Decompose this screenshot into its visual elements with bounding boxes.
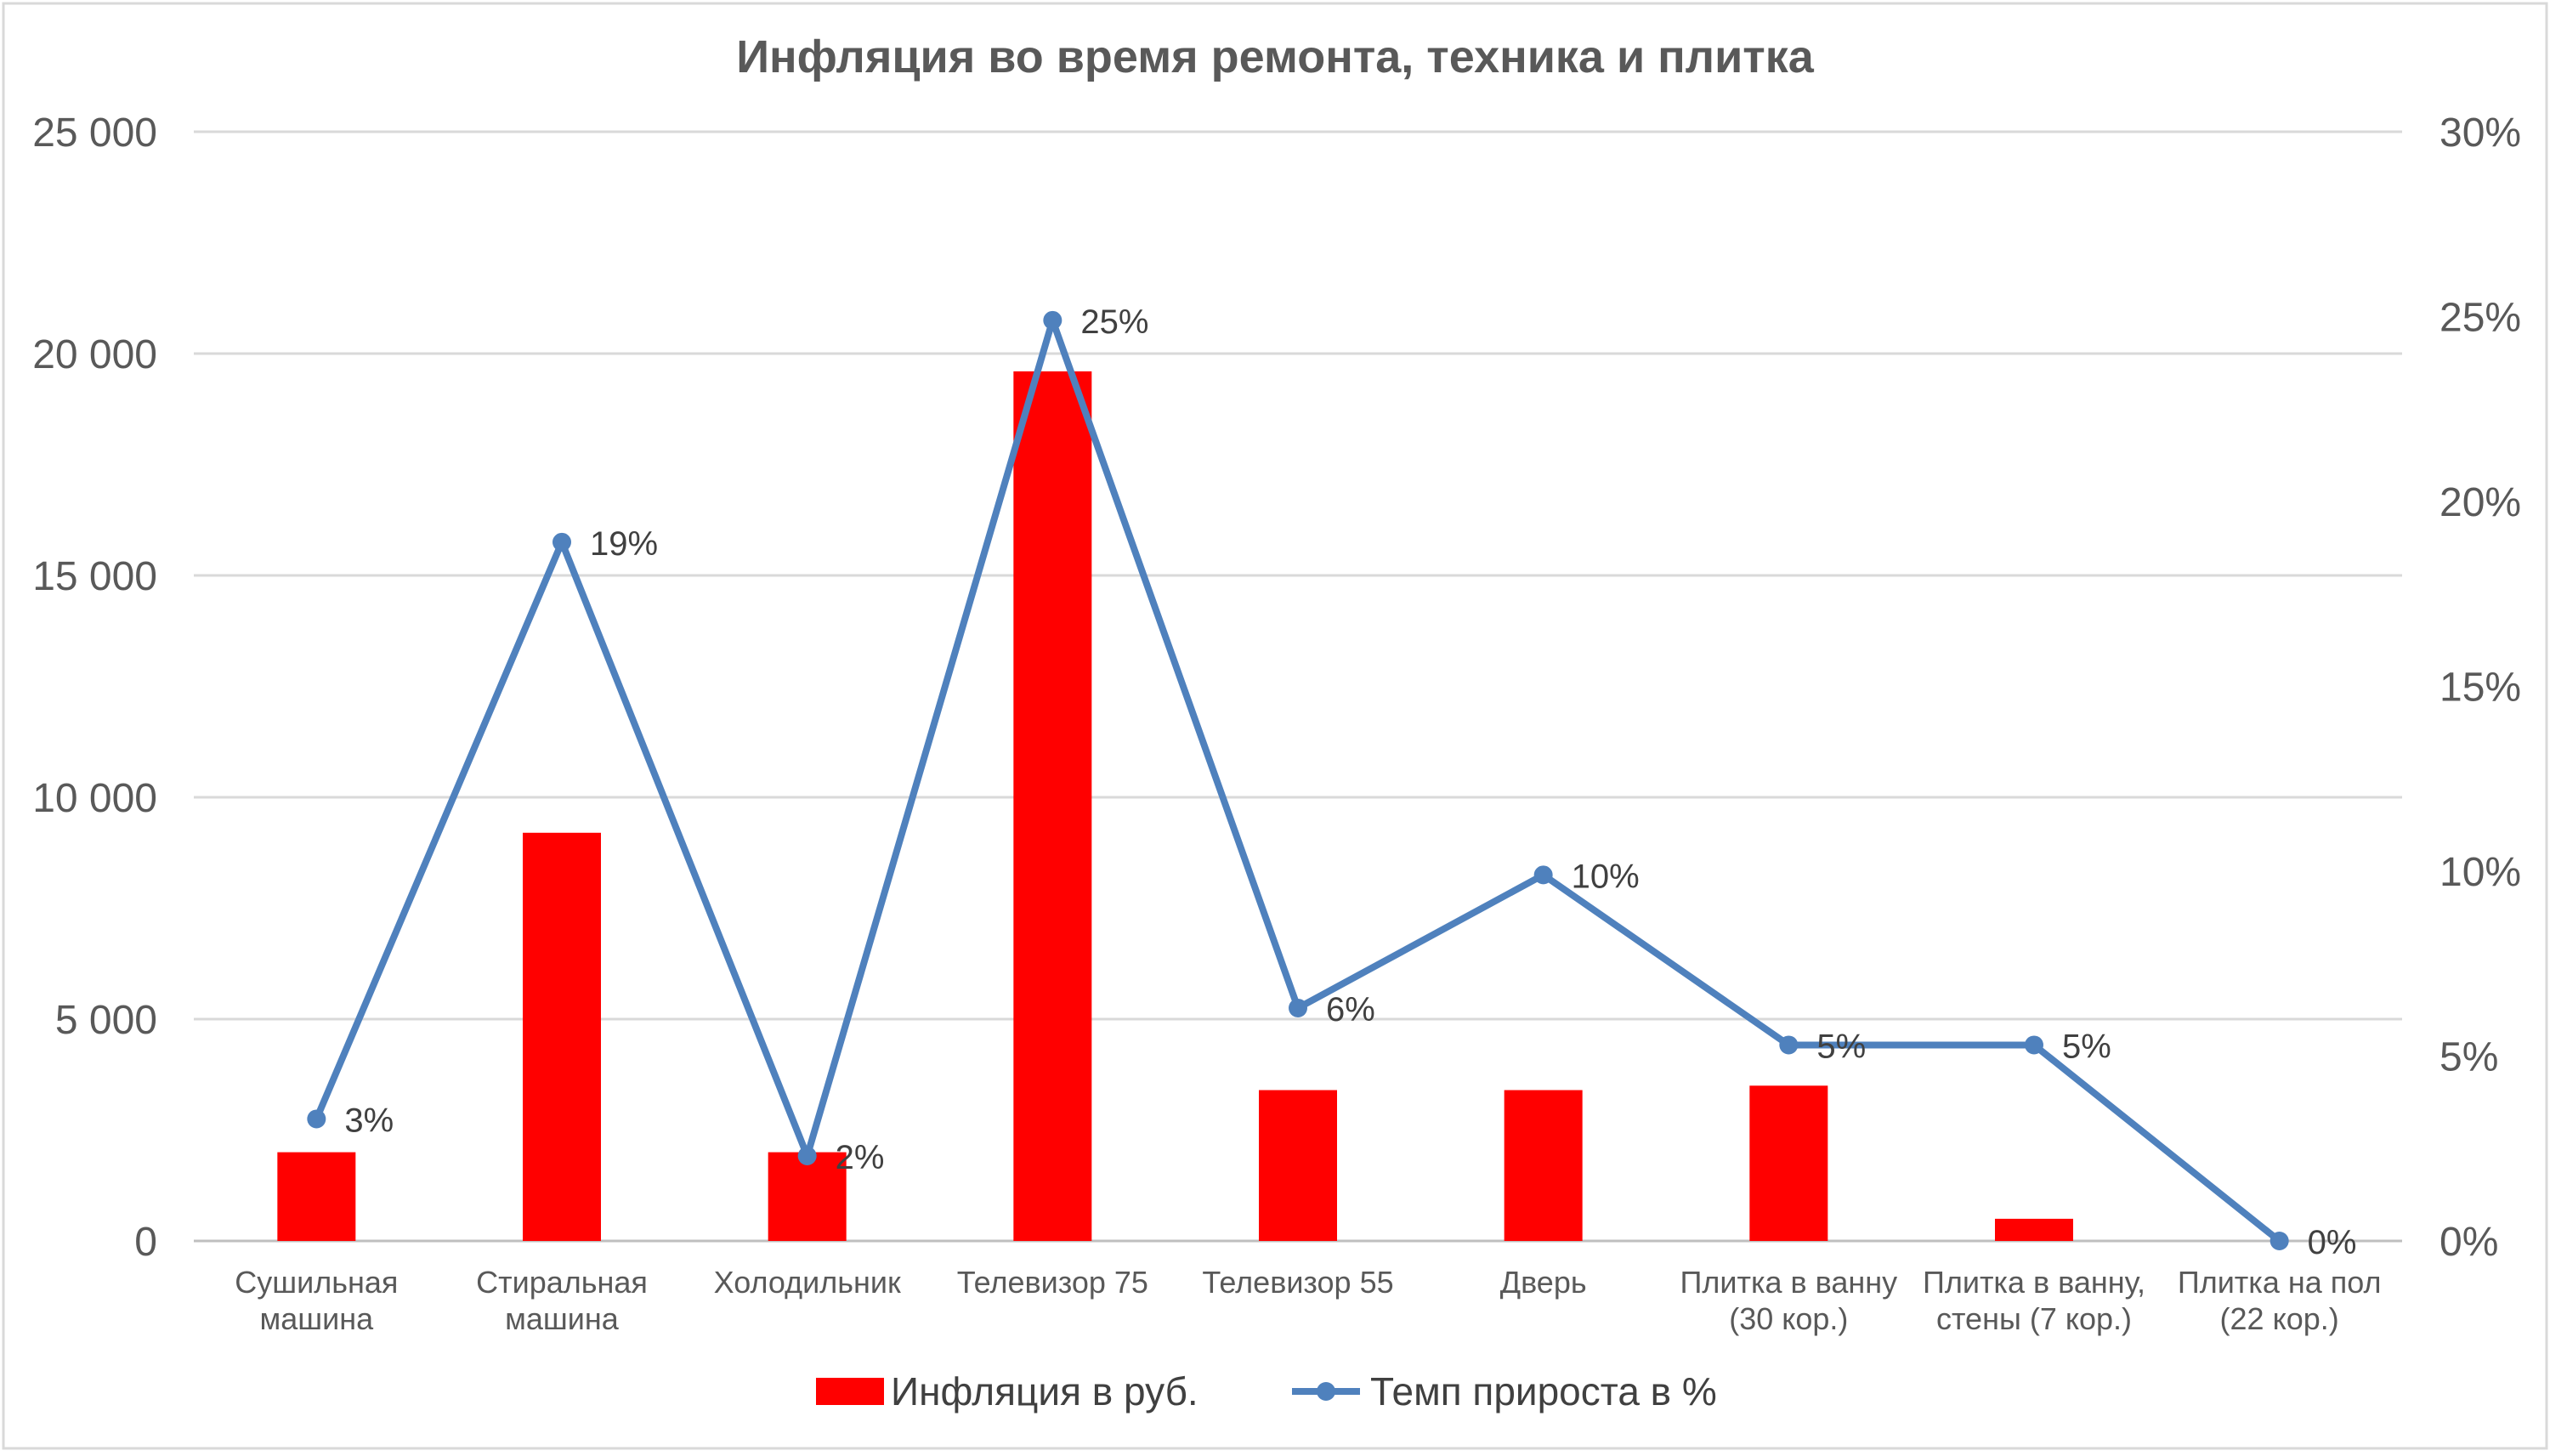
category-label: Холодильник bbox=[714, 1265, 901, 1300]
bar bbox=[768, 1152, 847, 1241]
category-label: Стиральная машина bbox=[476, 1265, 648, 1336]
x-axis: Сушильная машина Стиральная машина Холодильн… bbox=[235, 1265, 2381, 1336]
left-tick-label: 20 000 bbox=[32, 332, 157, 377]
data-label: 5% bbox=[1816, 1028, 1866, 1065]
line-point bbox=[2270, 1232, 2289, 1250]
legend-bar-swatch bbox=[816, 1378, 884, 1405]
line-point bbox=[1043, 310, 1062, 330]
category-label: Плитка на пол (22 кор.) bbox=[2178, 1265, 2382, 1336]
legend-label: Темп прироста в % bbox=[1370, 1369, 1717, 1414]
right-axis: 0% 5% 10% 15% 20% 25% 30% bbox=[2440, 110, 2521, 1265]
right-tick-label: 30% bbox=[2440, 110, 2521, 156]
bar bbox=[1259, 1090, 1337, 1241]
left-tick-label: 25 000 bbox=[32, 110, 157, 156]
legend-label: Инфляция в руб. bbox=[891, 1369, 1198, 1414]
bar bbox=[1013, 371, 1092, 1241]
legend-line-marker bbox=[1317, 1382, 1335, 1401]
line-point bbox=[307, 1109, 326, 1129]
left-tick-label: 15 000 bbox=[32, 554, 157, 599]
line-series: 3% 19% 2% 25% 6% 10% 5% 5% 0% bbox=[307, 303, 2356, 1261]
line-point bbox=[1533, 865, 1553, 885]
right-tick-label: 5% bbox=[2440, 1035, 2498, 1080]
left-axis: 0 5 000 10 000 15 000 20 000 25 000 bbox=[32, 110, 157, 1265]
data-label: 6% bbox=[1326, 991, 1375, 1028]
data-label: 2% bbox=[836, 1139, 885, 1176]
bar bbox=[277, 1152, 356, 1241]
category-label: Плитка в ванну, стены (7 кор.) bbox=[1923, 1265, 2145, 1336]
right-tick-label: 0% bbox=[2440, 1220, 2498, 1265]
line-point bbox=[552, 532, 571, 552]
bar bbox=[1995, 1218, 2073, 1241]
bar bbox=[523, 832, 601, 1241]
line-point bbox=[1779, 1035, 1799, 1055]
left-tick-label: 5 000 bbox=[55, 998, 157, 1043]
right-tick-label: 10% bbox=[2440, 850, 2521, 895]
right-tick-label: 15% bbox=[2440, 666, 2521, 711]
category-label: Плитка в ванну (30 кор.) bbox=[1680, 1265, 1897, 1336]
bar-series bbox=[277, 371, 2073, 1241]
legend: Инфляция в руб. Темп прироста в % bbox=[816, 1369, 1717, 1414]
right-tick-label: 20% bbox=[2440, 480, 2521, 525]
data-label: 19% bbox=[590, 525, 658, 563]
left-tick-label: 0 bbox=[134, 1220, 157, 1265]
category-label: Дверь bbox=[1500, 1265, 1587, 1300]
line-point bbox=[2025, 1035, 2043, 1055]
bar bbox=[1749, 1085, 1828, 1241]
left-tick-label: 10 000 bbox=[32, 776, 157, 821]
line-point bbox=[797, 1146, 817, 1165]
category-label: Телевизор 75 bbox=[957, 1265, 1148, 1300]
chart-title: Инфляция во время ремонта, техника и пли… bbox=[736, 31, 1815, 82]
bar bbox=[1504, 1090, 1583, 1241]
data-label: 0% bbox=[2308, 1224, 2357, 1261]
data-label: 10% bbox=[1572, 858, 1640, 895]
category-label: Телевизор 55 bbox=[1202, 1265, 1393, 1300]
data-label: 3% bbox=[344, 1102, 394, 1139]
right-tick-label: 25% bbox=[2440, 296, 2521, 341]
data-label: 25% bbox=[1080, 303, 1148, 341]
data-label: 5% bbox=[2062, 1028, 2111, 1065]
category-label: Сушильная машина bbox=[235, 1265, 398, 1336]
line-point bbox=[1289, 998, 1307, 1017]
